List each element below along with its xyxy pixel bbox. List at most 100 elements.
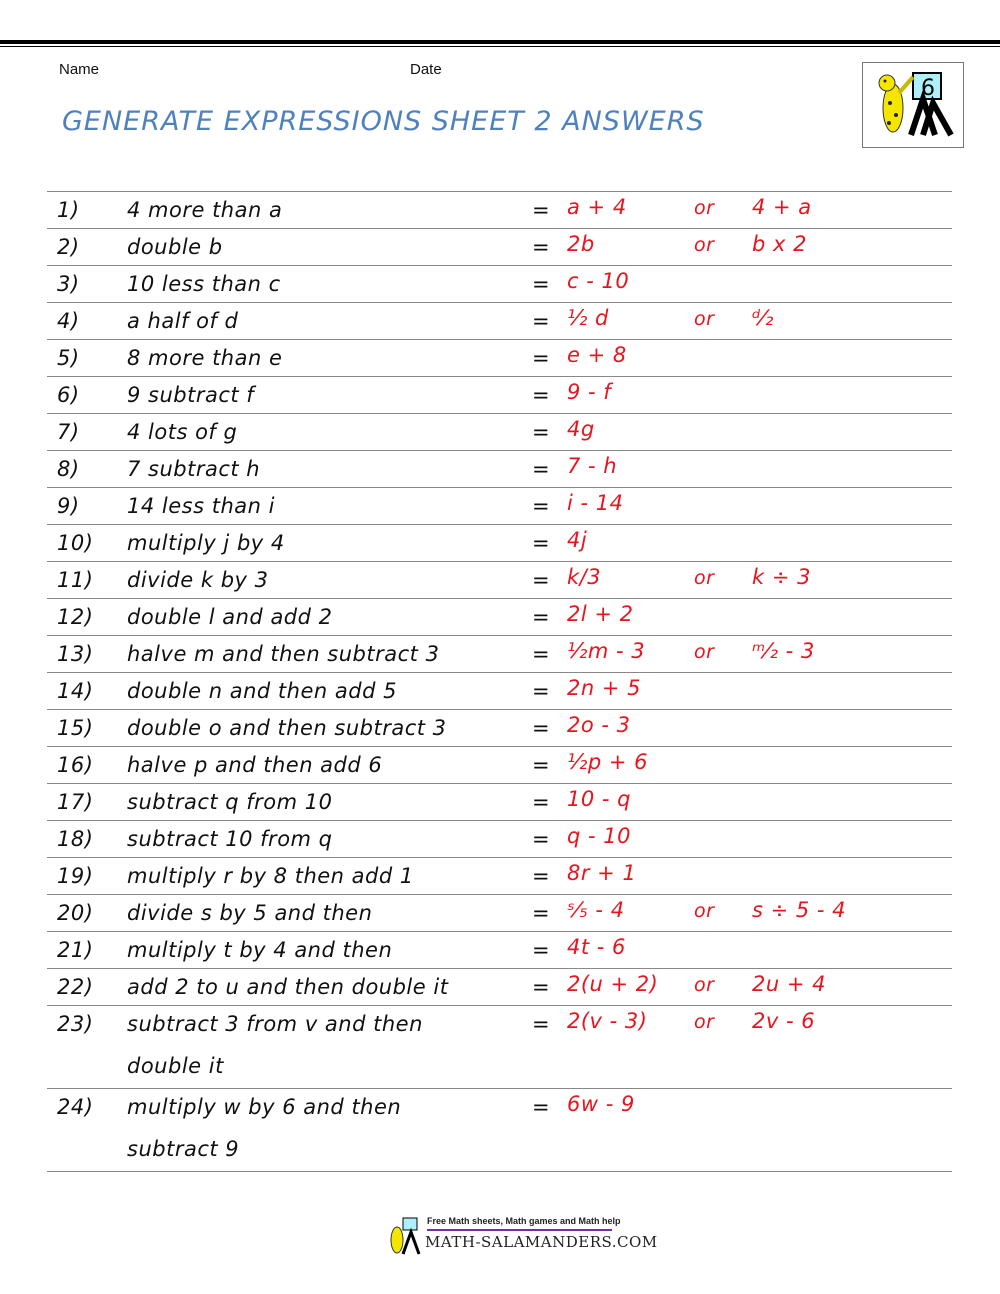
answer: 6w - 9	[567, 1092, 635, 1116]
alternative-answer: 2v - 6	[752, 1009, 816, 1033]
alternative-answer: ᵐ⁄₂ - 3	[752, 639, 815, 663]
question-number: 22)	[57, 975, 94, 999]
equals-sign: =	[532, 975, 551, 999]
question-number: 7)	[57, 420, 80, 444]
question-text: 7 subtract h	[127, 457, 261, 481]
equals-sign: =	[532, 568, 551, 592]
or-label: or	[694, 974, 715, 996]
answer: i - 14	[567, 491, 624, 515]
table-row: 10) multiply j by 4 = 4j	[47, 525, 952, 562]
table-row: 18) subtract 10 from q = q - 10	[47, 821, 952, 858]
equals-sign: =	[532, 198, 551, 222]
question-number: 3)	[57, 272, 80, 296]
or-label: or	[694, 308, 715, 330]
table-row: 12) double l and add 2 = 2l + 2	[47, 599, 952, 636]
question-number: 9)	[57, 494, 80, 518]
salamander-logo: 6	[862, 62, 964, 148]
alternative-answer: 2u + 4	[752, 972, 826, 996]
answer: 4g	[567, 417, 595, 441]
alternative-answer: ᵈ⁄₂	[752, 306, 774, 330]
table-row: 19) multiply r by 8 then add 1 = 8r + 1	[47, 858, 952, 895]
question-number: 23)	[57, 1012, 94, 1036]
equals-sign: =	[532, 642, 551, 666]
equals-sign: =	[532, 901, 551, 925]
equals-sign: =	[532, 1095, 551, 1119]
equals-sign: =	[532, 494, 551, 518]
answer: 2l + 2	[567, 602, 634, 626]
answer: e + 8	[567, 343, 627, 367]
question-text: divide k by 3	[127, 568, 269, 592]
answer: 4t - 6	[567, 935, 626, 959]
answer: a + 4	[567, 195, 627, 219]
table-row: 11) divide k by 3 = k/3 or k ÷ 3	[47, 562, 952, 599]
equals-sign: =	[532, 309, 551, 333]
question-number: 13)	[57, 642, 94, 666]
table-row: 2) double b = 2b or b x 2	[47, 229, 952, 266]
question-number: 16)	[57, 753, 94, 777]
question-number: 18)	[57, 827, 94, 851]
question-number: 14)	[57, 679, 94, 703]
table-row: 22) add 2 to u and then double it = 2(u + 2…	[47, 969, 952, 1006]
table-row: 15) double o and then subtract 3 = 2o - 3	[47, 710, 952, 747]
alternative-answer: k ÷ 3	[752, 565, 811, 589]
question-text: 4 lots of g	[127, 420, 238, 444]
table-row: 20) divide s by 5 and then = ˢ⁄₅ - 4 or s ÷ 5…	[47, 895, 952, 932]
equals-sign: =	[532, 346, 551, 370]
answer: c - 10	[567, 269, 630, 293]
question-number: 17)	[57, 790, 94, 814]
or-label: or	[694, 567, 715, 589]
question-number: 19)	[57, 864, 94, 888]
answer: 9 - f	[567, 380, 612, 404]
answer: ˢ⁄₅ - 4	[567, 898, 625, 922]
footer-divider	[427, 1229, 612, 1231]
answer: 2b	[567, 232, 595, 256]
question-number: 2)	[57, 235, 80, 259]
answer: q - 10	[567, 824, 631, 848]
question-text: double o and then subtract 3	[127, 716, 447, 740]
table-row: 8) 7 subtract h = 7 - h	[47, 451, 952, 488]
alternative-answer: b x 2	[752, 232, 807, 256]
question-number: 20)	[57, 901, 94, 925]
table-row: 4) a half of d = ½ d or ᵈ⁄₂	[47, 303, 952, 340]
equals-sign: =	[532, 383, 551, 407]
question-text: 10 less than c	[127, 272, 281, 296]
equals-sign: =	[532, 457, 551, 481]
equals-sign: =	[532, 753, 551, 777]
question-text: 14 less than i	[127, 494, 275, 518]
question-text: a half of d	[127, 309, 239, 333]
equals-sign: =	[532, 531, 551, 555]
question-text: 4 more than a	[127, 198, 283, 222]
equals-sign: =	[532, 1012, 551, 1036]
equals-sign: =	[532, 235, 551, 259]
question-number: 10)	[57, 531, 94, 555]
table-row: 7) 4 lots of g = 4g	[47, 414, 952, 451]
question-number: 1)	[57, 198, 80, 222]
answer: ½ d	[567, 306, 609, 330]
date-label: Date	[410, 61, 442, 78]
or-label: or	[694, 197, 715, 219]
answer: 8r + 1	[567, 861, 637, 885]
table-row: 16) halve p and then add 6 = ½p + 6	[47, 747, 952, 784]
question-number: 12)	[57, 605, 94, 629]
question-text: 9 subtract f	[127, 383, 255, 407]
alternative-answer: 4 + a	[752, 195, 812, 219]
question-text: add 2 to u and then double it	[127, 975, 449, 999]
answer: 2(u + 2)	[567, 972, 659, 996]
question-text: double n and then add 5	[127, 679, 397, 703]
question-text: multiply w by 6 and then subtract 9	[127, 1095, 402, 1161]
footer-tagline: Free Math sheets, Math games and Math he…	[427, 1216, 621, 1226]
question-number: 15)	[57, 716, 94, 740]
question-number: 21)	[57, 938, 94, 962]
question-text: multiply t by 4 and then	[127, 938, 393, 962]
question-text: multiply j by 4	[127, 531, 285, 555]
table-row: 3) 10 less than c = c - 10	[47, 266, 952, 303]
question-number: 5)	[57, 346, 80, 370]
answer: 2(v - 3)	[567, 1009, 648, 1033]
question-text: subtract 3 from v and then double it	[127, 1012, 423, 1078]
page-title: GENERATE EXPRESSIONS SHEET 2 ANSWERS	[62, 106, 705, 137]
answer: k/3	[567, 565, 602, 589]
question-text: double l and add 2	[127, 605, 333, 629]
equals-sign: =	[532, 864, 551, 888]
top-rule-thin	[0, 46, 1000, 47]
question-text: subtract 10 from q	[127, 827, 333, 851]
